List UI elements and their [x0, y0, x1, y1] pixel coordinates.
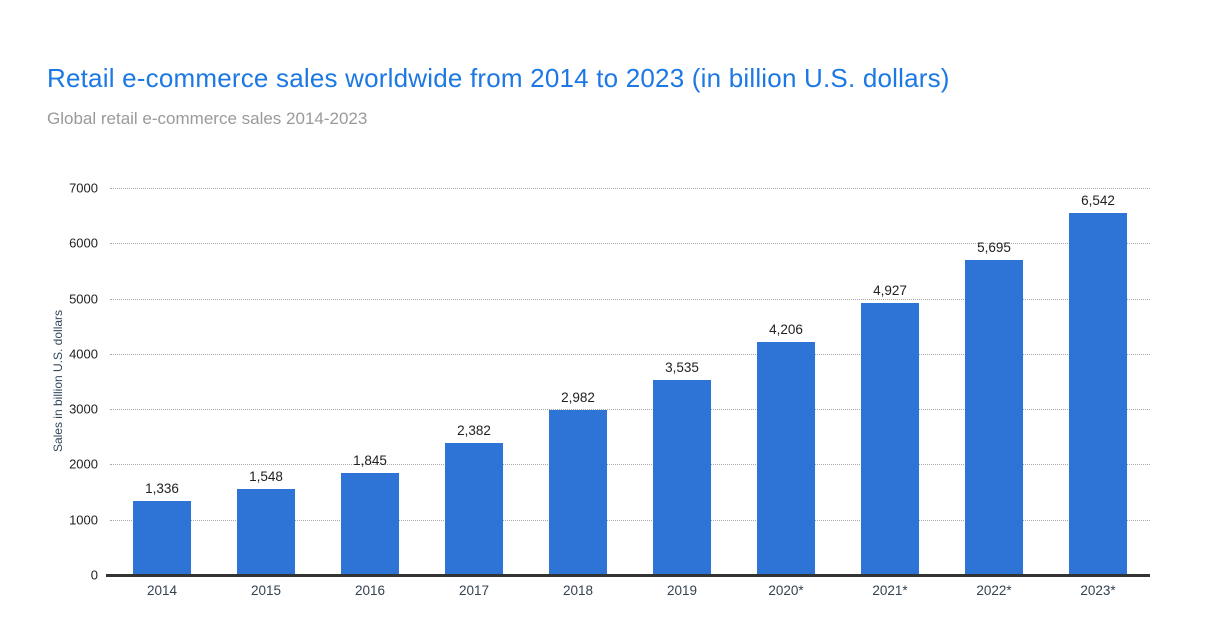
chart-title: Retail e-commerce sales worldwide from 2… [47, 63, 950, 93]
y-tick-label-7000: 7000 [69, 180, 98, 196]
gridline-2000 [110, 464, 1150, 466]
bar-value-label-2016: 1,845 [353, 453, 387, 468]
y-tick-label-5000: 5000 [69, 291, 98, 307]
gridline-5000 [110, 298, 1150, 300]
bar-column-2019: 3,535 [630, 188, 734, 575]
x-axis-tick-labels: 2014 2015 2016 2017 2018 2019 2020* 2021* 2022* 2… [110, 583, 1150, 598]
gridline-3000 [110, 409, 1150, 411]
x-tick-label-2016: 2016 [354, 583, 386, 598]
y-tick-label-6000: 6000 [69, 235, 98, 251]
bar-column-2020*: 4,206 [734, 188, 838, 575]
bar-value-label-2014: 1,336 [145, 481, 179, 497]
x-tick-label-2017: 2017 [458, 583, 490, 598]
bar-column-2021*: 4,927 [838, 188, 942, 575]
gridline-1000 [110, 519, 1150, 521]
x-tick-label-2019: 2019 [666, 583, 698, 598]
bar-2019 [653, 379, 711, 575]
bar-column-2023*: 6,542 [1046, 188, 1150, 575]
gridline-7000 [110, 188, 1150, 189]
bar-2017 [445, 443, 503, 575]
bar-column-2022*: 5,695 [942, 188, 1046, 575]
gridline-6000 [110, 243, 1150, 245]
plot-area: 1,336 1,548 1,845 2,382 2,982 3,535 4,206 4,927… [106, 188, 1150, 577]
bar-2014 [133, 501, 191, 575]
bar-value-label-2017: 2,382 [457, 423, 491, 439]
bar-2015 [237, 489, 295, 575]
bar-column-2017: 2,382 [422, 188, 526, 575]
bar-value-label-2020*: 4,206 [769, 322, 803, 338]
bar-column-2014: 1,336 [110, 188, 214, 575]
bar-value-label-2019: 3,535 [665, 359, 699, 375]
x-axis-line [106, 574, 1150, 577]
chart-subtitle: Global retail e-commerce sales 2014-2023 [47, 109, 368, 128]
x-tick-label-2021*: 2021* [872, 583, 908, 598]
x-tick-label-2018: 2018 [562, 583, 594, 598]
y-tick-label-0: 0 [90, 567, 98, 583]
bar-value-label-2021*: 4,927 [873, 282, 907, 298]
bar-value-label-2018: 2,982 [561, 390, 595, 406]
bar-column-2018: 2,982 [526, 188, 630, 575]
x-tick-label-2015: 2015 [250, 583, 282, 598]
gridline-4000 [110, 353, 1150, 355]
bar-value-label-2023*: 6,542 [1081, 193, 1115, 209]
bar-series: 1,336 1,548 1,845 2,382 2,982 3,535 4,206 4,927… [110, 188, 1150, 575]
bar-2020* [757, 342, 815, 575]
x-tick-label-2014: 2014 [146, 583, 178, 598]
bar-2022* [965, 260, 1023, 575]
bar-column-2015: 1,548 [214, 188, 318, 575]
bar-2023* [1069, 213, 1127, 575]
bar-2018 [549, 410, 607, 575]
y-axis-tick-labels: 0 1000 2000 3000 4000 5000 6000 7000 [30, 181, 98, 583]
bar-value-label-2015: 1,548 [249, 469, 283, 485]
bar-value-label-2022*: 5,695 [977, 240, 1011, 256]
y-tick-label-2000: 2000 [69, 456, 98, 472]
x-tick-label-2022*: 2022* [976, 583, 1012, 598]
y-tick-label-1000: 1000 [69, 512, 98, 528]
y-tick-label-4000: 4000 [69, 346, 98, 362]
bar-column-2016: 1,845 [318, 188, 422, 575]
x-tick-label-2023*: 2023* [1080, 583, 1116, 598]
y-tick-label-3000: 3000 [69, 401, 98, 417]
bar-2021* [861, 302, 919, 575]
x-tick-label-2020*: 2020* [768, 583, 804, 598]
bar-2016 [341, 473, 399, 575]
